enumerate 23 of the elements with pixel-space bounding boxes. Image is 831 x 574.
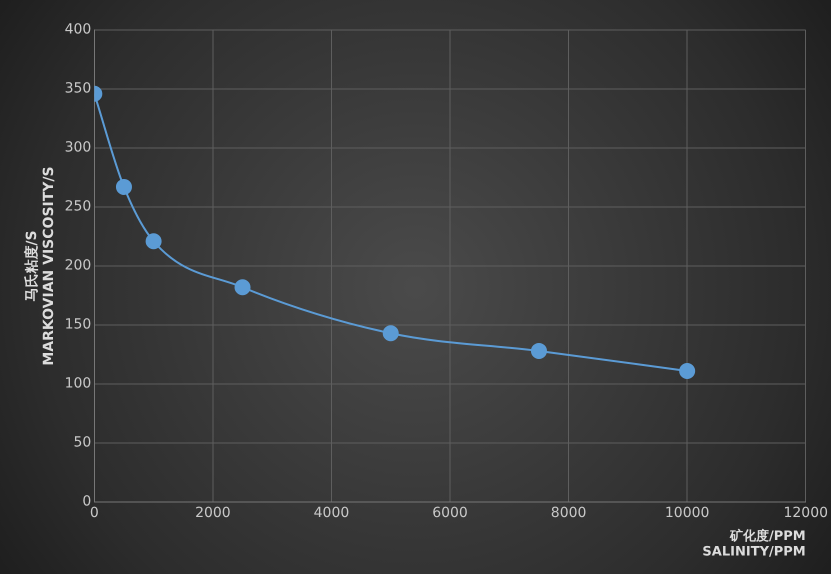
- y-tick-label: 50: [73, 434, 92, 451]
- y-tick-label: 300: [64, 140, 92, 156]
- y-tick-label: 0: [82, 494, 92, 510]
- point: [234, 279, 251, 296]
- x-tick-label: 8000: [550, 505, 586, 522]
- y-tick-label: 250: [64, 198, 92, 215]
- y-tick-label: 200: [64, 258, 92, 274]
- x-tick-label: 2000: [195, 505, 231, 522]
- point: [679, 363, 696, 380]
- y-tick-label: 350: [64, 80, 92, 97]
- x-tick-label: 10000: [664, 505, 710, 522]
- y-axis-title: 马氏粘度/S MARKOVIAN VISCOSITY/S: [23, 166, 57, 366]
- x-tick-label: 6000: [432, 505, 468, 522]
- point: [116, 178, 132, 195]
- point: [146, 233, 162, 250]
- x-axis-title: 矿化度/PPM SALINITY/PPM: [702, 528, 806, 560]
- x-tick-label: 4000: [314, 505, 350, 522]
- y-tick-label: 400: [64, 22, 92, 38]
- point: [530, 342, 547, 359]
- x-tick-label: 12000: [783, 505, 828, 522]
- y-tick-label: 150: [64, 316, 92, 333]
- point: [382, 325, 399, 342]
- y-tick-label: 100: [64, 376, 92, 392]
